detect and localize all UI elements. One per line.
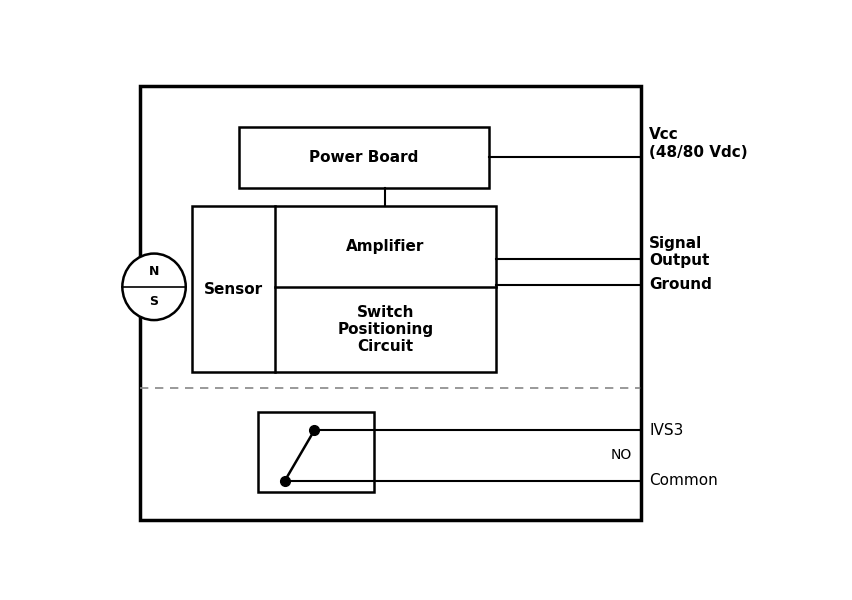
Ellipse shape bbox=[123, 254, 186, 320]
Text: Sensor: Sensor bbox=[204, 281, 263, 296]
Text: Ground: Ground bbox=[649, 277, 712, 292]
Bar bbox=[193, 206, 496, 372]
Text: Amplifier: Amplifier bbox=[346, 239, 424, 254]
Text: S: S bbox=[150, 295, 158, 308]
Bar bbox=[239, 127, 490, 187]
Text: Power Board: Power Board bbox=[309, 150, 418, 165]
Text: Signal
Output: Signal Output bbox=[649, 236, 710, 268]
Text: Switch
Positioning
Circuit: Switch Positioning Circuit bbox=[337, 305, 434, 355]
Text: IVS3: IVS3 bbox=[649, 422, 683, 437]
Text: Vcc
(48/80 Vdc): Vcc (48/80 Vdc) bbox=[649, 127, 748, 160]
Bar bbox=[258, 412, 374, 493]
Bar bbox=[140, 86, 642, 520]
Text: NO: NO bbox=[610, 448, 631, 463]
Text: Common: Common bbox=[649, 473, 718, 488]
Text: N: N bbox=[149, 265, 159, 278]
